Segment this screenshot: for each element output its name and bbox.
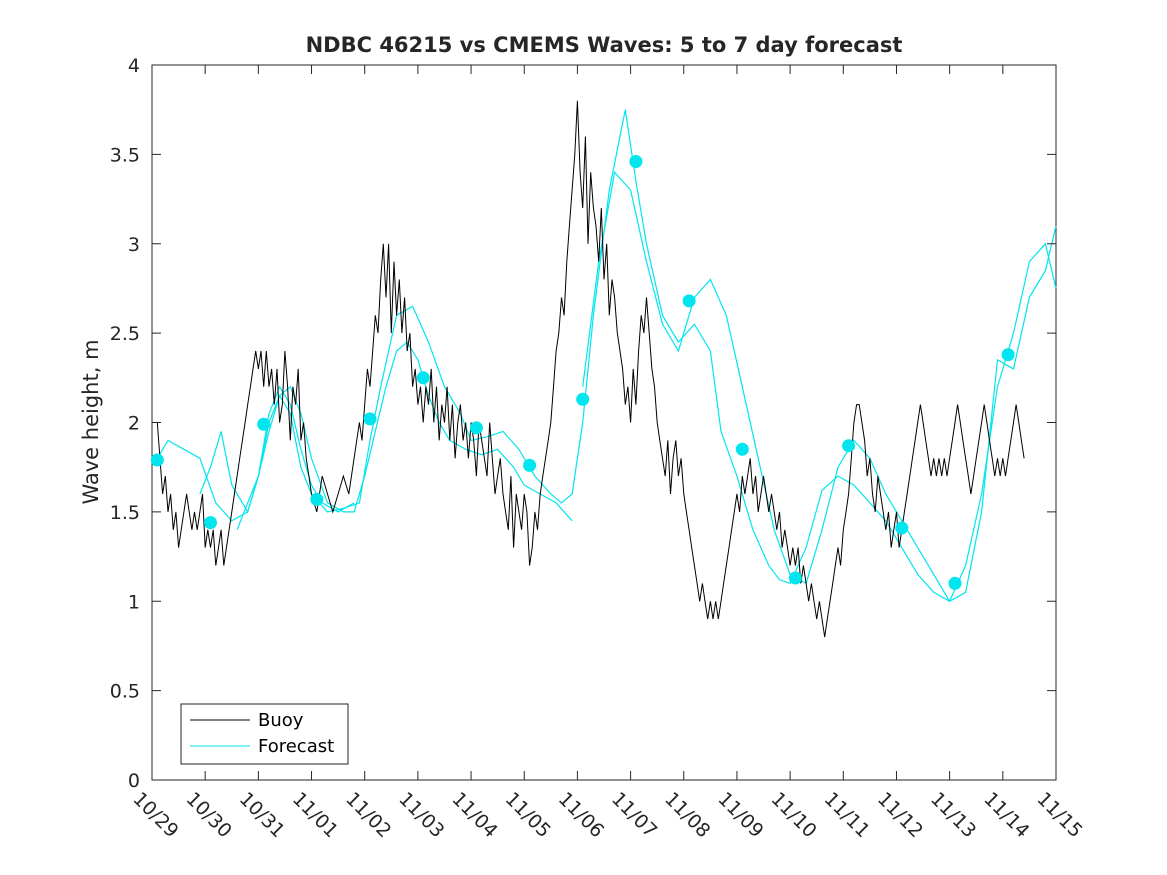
y-tick-label: 1.5 bbox=[110, 502, 140, 524]
chart-title: NDBC 46215 vs CMEMS Waves: 5 to 7 day fo… bbox=[306, 33, 903, 57]
y-tick-label: 0.5 bbox=[110, 681, 140, 703]
series-layer bbox=[150, 100, 1057, 638]
forecast-marker bbox=[1001, 348, 1015, 362]
legend-forecast-label: Forecast bbox=[258, 736, 334, 757]
plot-area bbox=[151, 64, 1057, 781]
forecast-marker bbox=[204, 516, 217, 530]
forecast-line-2 bbox=[199, 341, 573, 522]
y-axis-label: Wave height, m bbox=[79, 339, 103, 504]
forecast-marker bbox=[576, 392, 590, 406]
forecast-marker bbox=[682, 294, 696, 308]
forecast-marker bbox=[523, 458, 537, 472]
forecast-marker bbox=[310, 492, 324, 506]
axes-box bbox=[151, 64, 1057, 781]
y-tick-label: 4 bbox=[128, 55, 140, 77]
forecast-marker bbox=[842, 439, 856, 453]
forecast-marker bbox=[788, 571, 802, 585]
forecast-marker bbox=[895, 521, 909, 535]
buoy-line bbox=[152, 100, 1025, 638]
legend: Buoy Forecast bbox=[180, 703, 349, 765]
y-tick-label: 2 bbox=[128, 413, 140, 435]
legend-box bbox=[180, 703, 349, 765]
forecast-marker bbox=[948, 576, 962, 590]
legend-buoy-label: Buoy bbox=[258, 710, 304, 731]
forecast-marker bbox=[363, 412, 377, 426]
forecast-marker bbox=[469, 421, 483, 435]
y-tick-label: 3.5 bbox=[110, 144, 140, 166]
forecast-marker bbox=[629, 155, 643, 168]
forecast-marker bbox=[735, 442, 749, 456]
forecast-marker bbox=[150, 453, 164, 467]
forecast-line-3 bbox=[236, 109, 1057, 603]
y-tick-label: 0 bbox=[128, 770, 140, 792]
forecast-marker bbox=[416, 371, 430, 385]
y-tick-label: 3 bbox=[128, 234, 140, 256]
forecast-line-4 bbox=[582, 170, 1057, 603]
forecast-marker bbox=[257, 417, 271, 431]
y-tick-label: 1 bbox=[128, 591, 140, 613]
y-tick-label: 2.5 bbox=[110, 323, 140, 345]
